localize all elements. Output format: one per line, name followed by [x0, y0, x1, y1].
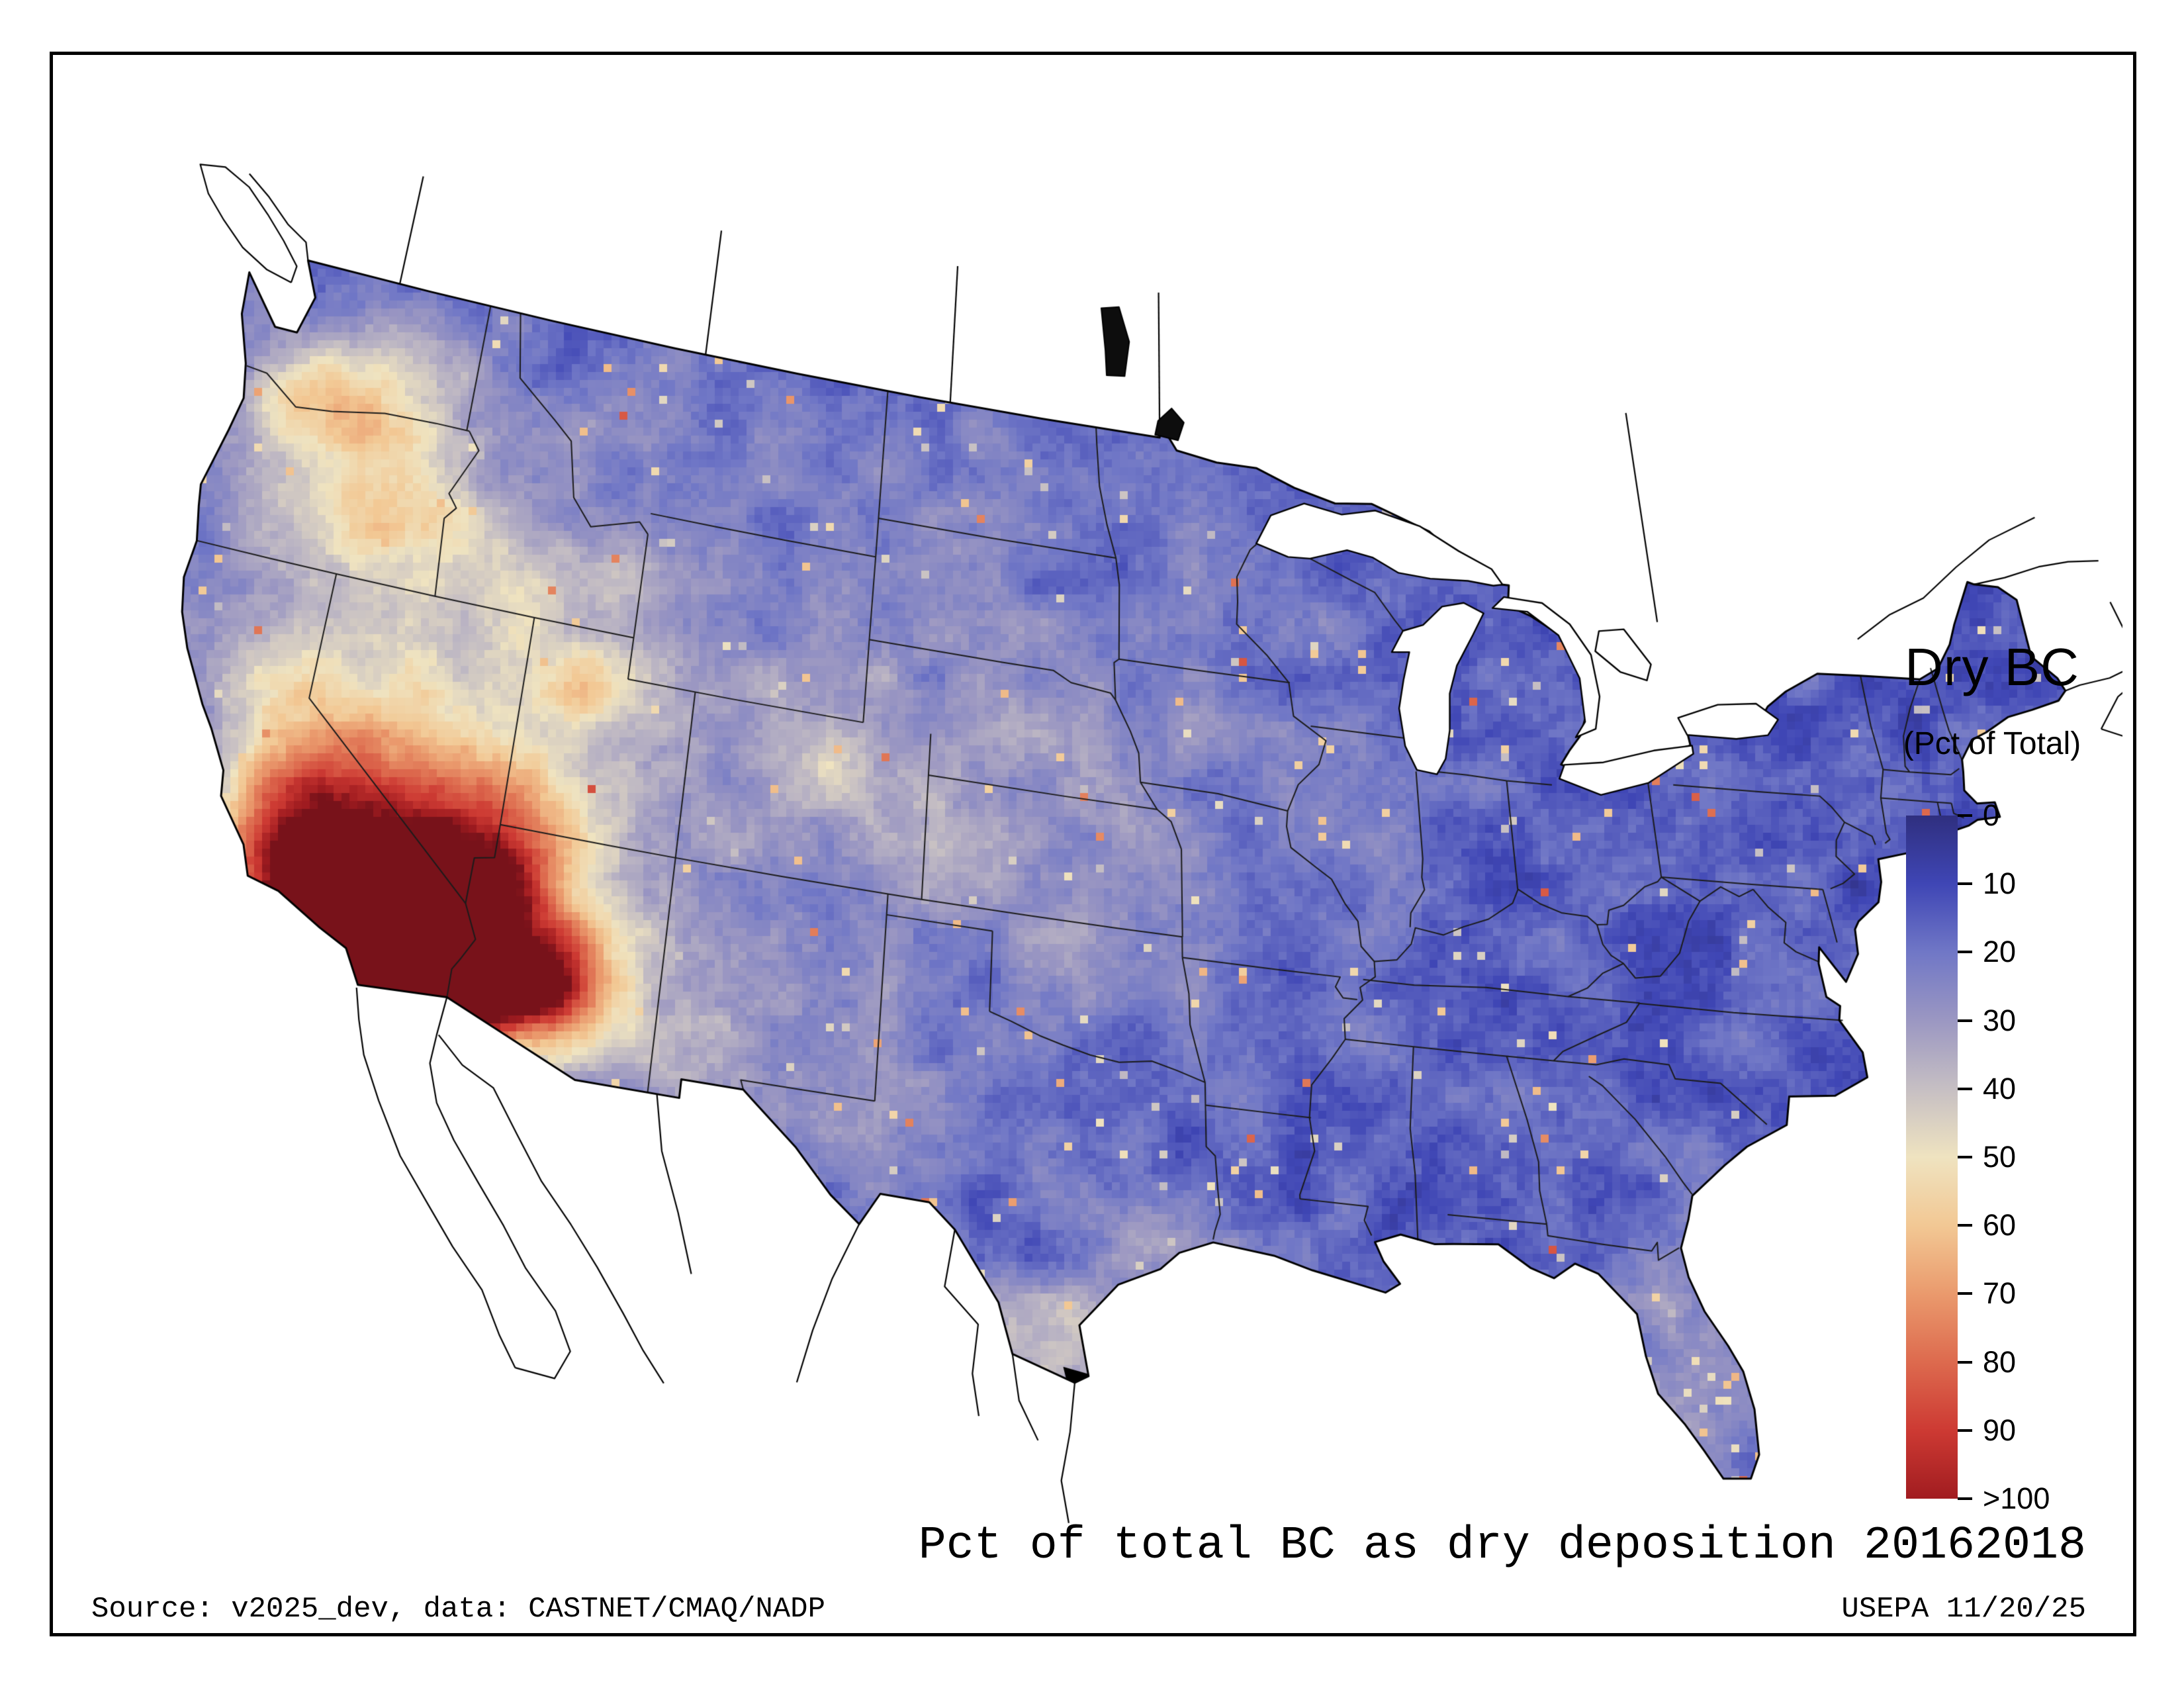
source-text: Source: v2025_dev, data: CASTNET/CMAQ/NA…: [91, 1593, 825, 1626]
tick-mark: [1958, 882, 1972, 885]
tick-mark: [1958, 1292, 1972, 1295]
tick-label: 40: [1983, 1072, 2017, 1105]
tick-label: 70: [1983, 1276, 2017, 1310]
agency-date-text: USEPA 11/20/25: [1841, 1593, 2086, 1626]
tick-label: 20: [1983, 935, 2017, 968]
tick-mark: [1958, 814, 1972, 817]
tick-label: 30: [1983, 1004, 2017, 1037]
tick-mark: [1958, 1361, 1972, 1364]
tick-mark: [1958, 1497, 1972, 1500]
tick-mark: [1958, 1088, 1972, 1090]
tick-mark: [1958, 951, 1972, 953]
tick-label: 10: [1983, 867, 2017, 900]
tick-label: >100: [1983, 1481, 2050, 1515]
legend-subtitle: (Pct of Total): [1903, 726, 2081, 761]
figure-caption: Pct of total BC as dry deposition 201620…: [918, 1520, 2086, 1572]
plot-frame: [50, 52, 2136, 1636]
tick-mark: [1958, 1019, 1972, 1022]
tick-mark: [1958, 1429, 1972, 1432]
tick-mark: [1958, 1224, 1972, 1227]
legend-ticks: 0 10 20 30 40 50 60 70 80 90 >100: [1906, 798, 2105, 1515]
tick-label: 80: [1983, 1345, 2017, 1379]
legend-title: Dry BC: [1905, 637, 2079, 696]
legend-colorbar: [1906, 816, 1958, 1499]
tick-label: 60: [1983, 1208, 2017, 1242]
tick-label: 90: [1983, 1413, 2017, 1447]
tick-mark: [1958, 1156, 1972, 1158]
tick-label: 50: [1983, 1140, 2017, 1174]
tick-label: 0: [1983, 798, 2000, 832]
